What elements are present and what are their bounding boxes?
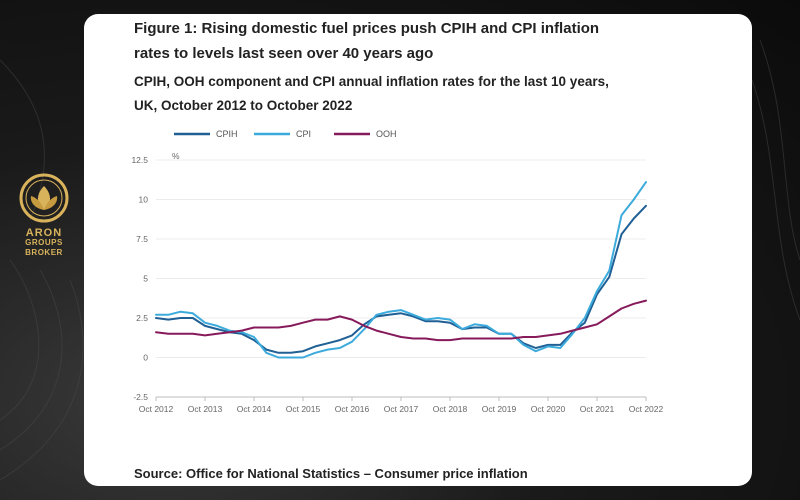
x-tick-label: Oct 2012 bbox=[139, 404, 174, 414]
leaf-emblem-icon bbox=[19, 173, 69, 223]
chart-subtitle-line2: UK, October 2012 to October 2022 bbox=[134, 98, 353, 113]
source-note: Source: Office for National Statistics –… bbox=[134, 466, 528, 481]
y-axis-unit-label: % bbox=[172, 151, 180, 161]
chart-series bbox=[155, 181, 647, 359]
y-tick-label: 12.5 bbox=[131, 155, 148, 165]
brand-name-line2: GROUPS bbox=[25, 238, 63, 247]
y-tick-label: 2.5 bbox=[136, 313, 148, 323]
brand-name-line3: BROKER bbox=[25, 248, 63, 257]
y-tick-label: -2.5 bbox=[133, 392, 148, 402]
brand-name-line1: ARON bbox=[25, 227, 63, 239]
x-axis: Oct 2012 Oct 2013 Oct 2014 Oct 2015 Oct 2016… bbox=[139, 396, 664, 414]
legend-label-ooh: OOH bbox=[376, 129, 397, 139]
x-tick-label: Oct 2020 bbox=[531, 404, 566, 414]
chart-legend: CPIH CPI OOH bbox=[174, 129, 397, 139]
x-tick-label: Oct 2021 bbox=[580, 404, 615, 414]
x-tick-label: Oct 2022 bbox=[629, 404, 664, 414]
chart-subtitle-line1: CPIH, OOH component and CPI annual infla… bbox=[134, 74, 609, 89]
y-tick-label: 0 bbox=[143, 353, 148, 363]
y-tick-label: 5 bbox=[143, 274, 148, 284]
x-tick-label: Oct 2017 bbox=[384, 404, 419, 414]
x-tick-label: Oct 2018 bbox=[433, 404, 468, 414]
legend-label-cpih: CPIH bbox=[216, 129, 238, 139]
figure-title-line2: rates to levels last seen over 40 years … bbox=[134, 45, 434, 62]
y-tick-label: 10 bbox=[139, 195, 149, 205]
chart-subtitle: CPIH, OOH component and CPI annual infla… bbox=[134, 70, 654, 118]
y-tick-label: 7.5 bbox=[136, 234, 148, 244]
x-tick-label: Oct 2019 bbox=[482, 404, 517, 414]
figure-title: Figure 1: Rising domestic fuel prices pu… bbox=[134, 16, 634, 66]
series-line-cpih bbox=[155, 204, 647, 354]
figure-title-line1: Figure 1: Rising domestic fuel prices pu… bbox=[134, 20, 600, 37]
chart-gridlines bbox=[156, 159, 646, 398]
chart-card: Figure 1: Rising domestic fuel prices pu… bbox=[84, 14, 752, 486]
x-tick-label: Oct 2014 bbox=[237, 404, 272, 414]
x-tick-label: Oct 2013 bbox=[188, 404, 223, 414]
series-line-ooh bbox=[155, 299, 647, 342]
legend-label-cpi: CPI bbox=[296, 129, 311, 139]
y-axis: 12.5 10 7.5 5 2.5 0 -2.5% bbox=[131, 151, 180, 402]
x-tick-label: Oct 2015 bbox=[286, 404, 321, 414]
brand-logo: ARON GROUPS BROKER bbox=[14, 172, 74, 258]
x-tick-label: Oct 2016 bbox=[335, 404, 370, 414]
